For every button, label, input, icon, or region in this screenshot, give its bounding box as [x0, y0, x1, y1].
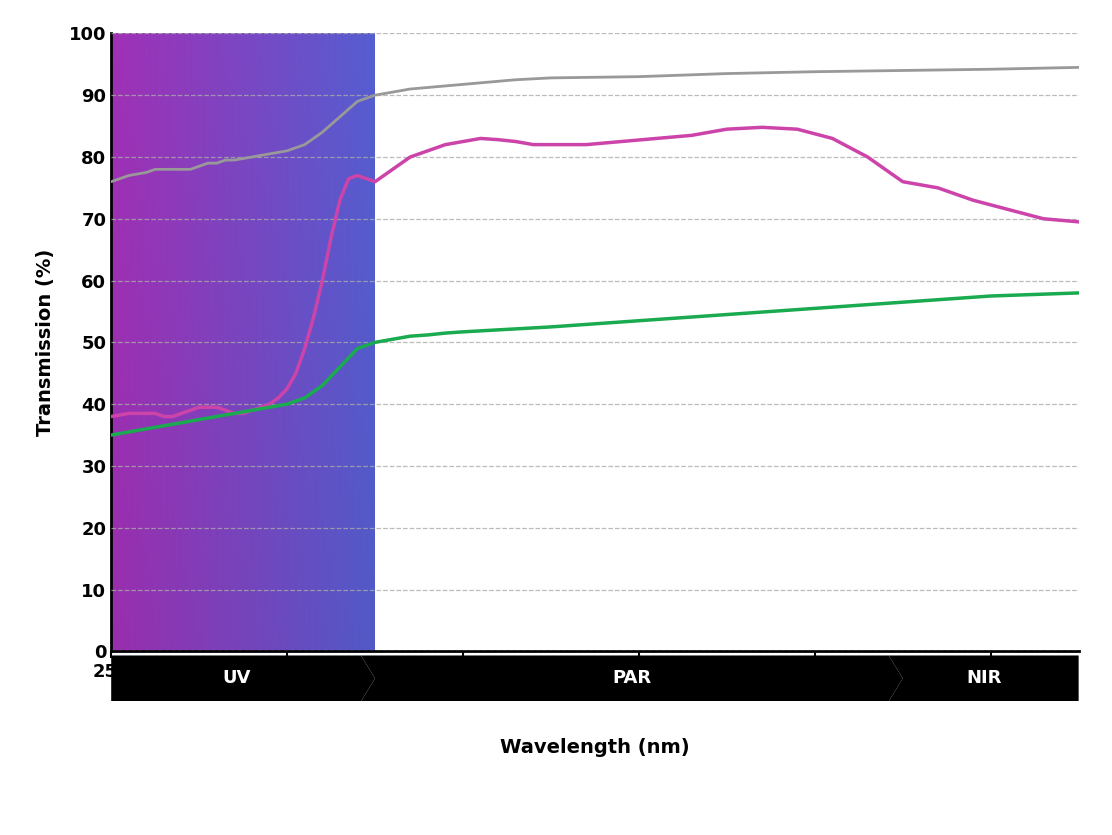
- Polygon shape: [888, 655, 1079, 701]
- Y-axis label: Transmission (%): Transmission (%): [36, 249, 54, 436]
- Bar: [375, 33, 1079, 651]
- Text: UV: UV: [222, 670, 250, 687]
- Text: Wavelength (nm): Wavelength (nm): [500, 738, 689, 757]
- Text: PAR: PAR: [613, 670, 652, 687]
- Polygon shape: [111, 655, 375, 701]
- Polygon shape: [361, 655, 903, 701]
- Text: NIR: NIR: [966, 670, 1001, 687]
